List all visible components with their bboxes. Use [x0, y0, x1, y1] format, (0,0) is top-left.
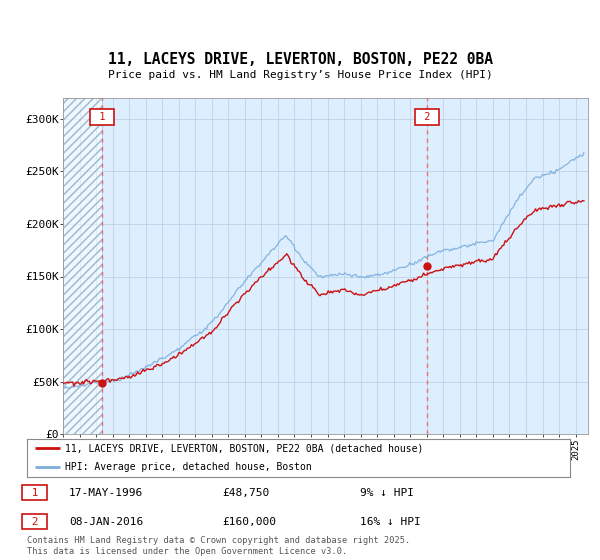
Text: 2: 2: [418, 112, 437, 122]
Text: HPI: Average price, detached house, Boston: HPI: Average price, detached house, Bost…: [65, 462, 312, 472]
Text: Price paid vs. HM Land Registry’s House Price Index (HPI): Price paid vs. HM Land Registry’s House …: [107, 69, 493, 80]
Text: 2: 2: [25, 517, 45, 527]
Bar: [63, 98, 103, 434]
Text: 9% ↓ HPI: 9% ↓ HPI: [360, 488, 414, 498]
Text: £160,000: £160,000: [222, 517, 276, 527]
Text: 1: 1: [93, 112, 112, 122]
Text: 16% ↓ HPI: 16% ↓ HPI: [360, 517, 421, 527]
Text: £48,750: £48,750: [222, 488, 269, 498]
Text: 1: 1: [25, 488, 45, 498]
Text: 17-MAY-1996: 17-MAY-1996: [69, 488, 143, 498]
Text: 11, LACEYS DRIVE, LEVERTON, BOSTON, PE22 0BA: 11, LACEYS DRIVE, LEVERTON, BOSTON, PE22…: [107, 52, 493, 67]
Text: 11, LACEYS DRIVE, LEVERTON, BOSTON, PE22 0BA (detached house): 11, LACEYS DRIVE, LEVERTON, BOSTON, PE22…: [65, 443, 424, 453]
Bar: [63, 98, 103, 434]
Text: Contains HM Land Registry data © Crown copyright and database right 2025.
This d: Contains HM Land Registry data © Crown c…: [27, 536, 410, 556]
Text: 08-JAN-2016: 08-JAN-2016: [69, 517, 143, 527]
